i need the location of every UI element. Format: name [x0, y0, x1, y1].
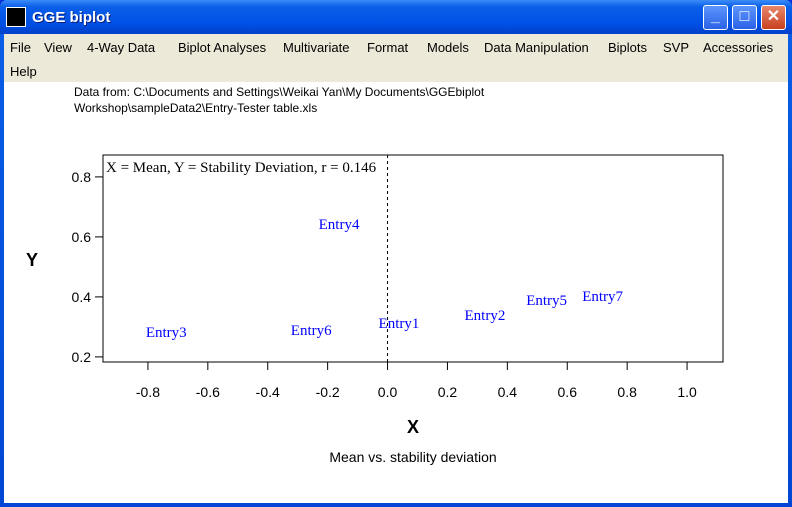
- x-tick-label: 0.6: [558, 384, 578, 400]
- point-label-entry4: Entry4: [319, 217, 360, 233]
- data-source-line1: Data from: C:\Documents and Settings\Wei…: [74, 85, 485, 99]
- menu-file[interactable]: File: [10, 40, 31, 55]
- point-label-entry7: Entry7: [582, 289, 623, 305]
- x-tick-label: -0.8: [136, 384, 160, 400]
- menu-bar: File View 4-Way Data Biplot Analyses Mul…: [4, 34, 788, 82]
- gge-biplot-app-icon: [6, 7, 26, 27]
- x-tick-label: -0.2: [316, 384, 340, 400]
- x-tick-label: 1.0: [677, 384, 697, 400]
- point-label-entry6: Entry6: [291, 323, 332, 339]
- y-tick-label: 0.8: [72, 169, 92, 185]
- data-source-line2: Workshop\sampleData2\Entry-Tester table.…: [74, 101, 318, 115]
- menu-view[interactable]: View: [44, 40, 72, 55]
- chart-caption: Mean vs. stability deviation: [329, 449, 496, 465]
- data-source-text: Data from: C:\Documents and Settings\Wei…: [74, 84, 674, 116]
- plot-frame: [102, 154, 724, 363]
- x-axis-label: X: [407, 417, 419, 437]
- menu-svp[interactable]: SVP: [663, 40, 690, 55]
- x-tick-label: 0.4: [498, 384, 518, 400]
- x-tick-label: -0.4: [256, 384, 280, 400]
- x-tick-label: 0.2: [438, 384, 458, 400]
- point-label-entry5: Entry5: [526, 293, 567, 309]
- maximize-icon: □: [739, 8, 750, 25]
- menu-biplot-analyses[interactable]: Biplot Analyses: [178, 40, 267, 55]
- client-area: File View 4-Way Data Biplot Analyses Mul…: [4, 34, 788, 503]
- menu-help[interactable]: Help: [10, 64, 37, 79]
- minimize-button[interactable]: _: [703, 5, 728, 30]
- title-bar[interactable]: GGE biplot _ □ ✕: [0, 0, 792, 34]
- menu-models[interactable]: Models: [427, 40, 469, 55]
- window-title: GGE biplot: [32, 9, 111, 26]
- y-tick-label: 0.6: [72, 229, 92, 245]
- close-icon: ✕: [766, 8, 781, 25]
- x-tick-label: 0.8: [617, 384, 637, 400]
- minimize-icon: _: [711, 8, 720, 25]
- y-axis-label: Y: [26, 250, 38, 270]
- close-button[interactable]: ✕: [761, 5, 786, 30]
- scatter-plot: X = Mean, Y = Stability Deviation, r = 0…: [26, 154, 724, 465]
- menu-accessories[interactable]: Accessories: [703, 40, 774, 55]
- x-tick-label: 0.0: [378, 384, 398, 400]
- y-tick-label: 0.2: [72, 349, 92, 365]
- menu-multivariate[interactable]: Multivariate: [283, 40, 350, 55]
- menu-4way-data[interactable]: 4-Way Data: [87, 40, 156, 55]
- x-tick-label: -0.6: [196, 384, 220, 400]
- point-label-entry2: Entry2: [465, 308, 506, 324]
- maximize-button[interactable]: □: [732, 5, 757, 30]
- menu-data-manipulation[interactable]: Data Manipulation: [484, 40, 589, 55]
- chart-title: X = Mean, Y = Stability Deviation, r = 0…: [106, 160, 377, 176]
- y-tick-label: 0.4: [72, 289, 92, 305]
- point-label-entry1: Entry1: [379, 316, 420, 332]
- menu-format[interactable]: Format: [367, 40, 409, 55]
- point-label-entry3: Entry3: [146, 325, 187, 341]
- menu-biplots[interactable]: Biplots: [608, 40, 648, 55]
